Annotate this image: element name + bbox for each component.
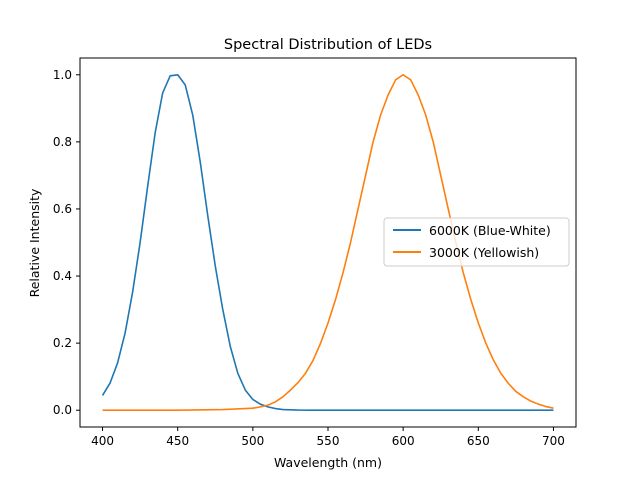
y-axis-label: Relative Intensity xyxy=(27,188,42,297)
y-tick-label: 0.6 xyxy=(53,202,72,216)
y-tick-label: 1.0 xyxy=(53,68,72,82)
series-line-3000k xyxy=(102,73,554,412)
x-tick-label: 500 xyxy=(241,434,264,448)
x-tick-label: 450 xyxy=(166,434,189,448)
x-axis-label: Wavelength (nm) xyxy=(274,455,382,470)
y-axis-ticks: 0.0 0.2 0.4 0.6 0.8 1.0 xyxy=(53,68,80,417)
chart-title: Spectral Distribution of LEDs xyxy=(224,37,432,53)
legend-box xyxy=(383,217,570,267)
legend-label-3000k: 3000K (Yellowish) xyxy=(429,245,539,260)
legend-label-6000k: 6000K (Blue-White) xyxy=(429,223,551,238)
x-tick-label: 700 xyxy=(542,434,565,448)
y-tick-label: 0.2 xyxy=(53,336,72,350)
y-tick-label: 0.4 xyxy=(53,269,72,283)
x-axis-ticks: 400 450 500 550 600 650 700 xyxy=(91,427,565,448)
x-tick-label: 650 xyxy=(467,434,490,448)
y-tick-label: 0.8 xyxy=(53,135,72,149)
x-tick-label: 400 xyxy=(91,434,114,448)
series-line-6000k xyxy=(101,73,554,412)
y-tick-label: 0.0 xyxy=(53,403,72,417)
series-layer xyxy=(101,73,554,412)
x-tick-label: 600 xyxy=(392,434,415,448)
x-tick-label: 550 xyxy=(317,434,340,448)
legend: 6000K (Blue-White) 3000K (Yellowish) xyxy=(383,217,570,267)
